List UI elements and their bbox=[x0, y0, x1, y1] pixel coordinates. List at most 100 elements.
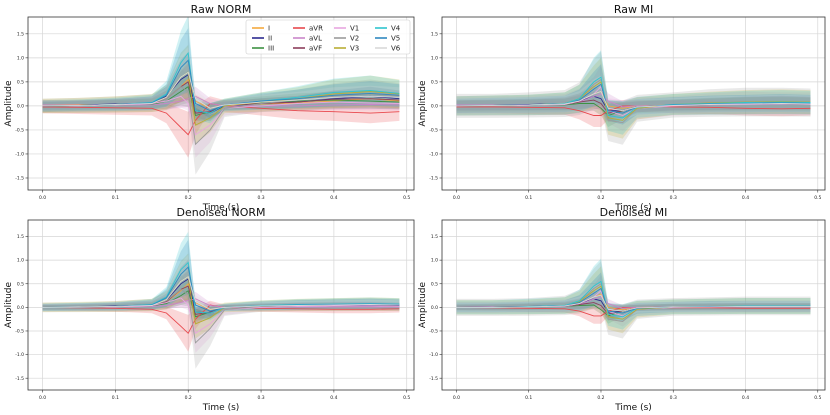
x-axis-label: Time (s) bbox=[614, 403, 652, 413]
x-axis-label: Time (s) bbox=[614, 203, 652, 213]
line-V6 bbox=[456, 294, 811, 312]
y-tick-label: 0.5 bbox=[431, 281, 438, 287]
legend-label-II: II bbox=[268, 35, 272, 43]
y-tick-label: 0.5 bbox=[431, 79, 438, 85]
x-axis-label: Time (s) bbox=[202, 203, 240, 213]
x-tick-label: 0.0 bbox=[453, 195, 460, 201]
subplot-title: Denoised NORM bbox=[177, 206, 266, 219]
band-I bbox=[42, 59, 400, 114]
series-group bbox=[456, 50, 811, 145]
y-tick-label: -0.5 bbox=[429, 329, 438, 335]
x-tick-label: 0.4 bbox=[742, 395, 749, 401]
band-V4 bbox=[456, 50, 811, 135]
line-V6 bbox=[456, 90, 811, 112]
y-axis-label: Amplitude bbox=[418, 80, 428, 127]
y-tick-label: 1.5 bbox=[17, 31, 24, 37]
subplot-4: 0.0 0.1 0.2 0.3 0.4 0.5 -1.5 -1.0 -0.5 0.0 0.5 1.0 1… bbox=[418, 206, 826, 413]
x-tick-label: 0.3 bbox=[257, 395, 264, 401]
x-tick-label: 0.2 bbox=[185, 395, 192, 401]
band-V3 bbox=[456, 266, 811, 334]
y-tick-label: -0.5 bbox=[15, 128, 24, 134]
legend-box bbox=[245, 19, 411, 55]
axes-frame bbox=[441, 16, 826, 191]
band-V2 bbox=[42, 273, 400, 369]
y-tick-label: 1.5 bbox=[431, 31, 438, 37]
x-tick-label: 0.5 bbox=[814, 395, 821, 401]
y-tick-label: -1.0 bbox=[15, 352, 24, 358]
band-aVF bbox=[42, 63, 400, 122]
x-tick-label: 0.1 bbox=[112, 395, 119, 401]
series-group bbox=[456, 258, 811, 339]
band-I bbox=[42, 267, 400, 313]
x-tick-label: 0.1 bbox=[112, 195, 119, 201]
y-tick-label: -1.0 bbox=[15, 152, 24, 158]
x-tick-label: 0.3 bbox=[257, 195, 264, 201]
y-tick-label: -1.0 bbox=[429, 152, 438, 158]
axes-frame bbox=[441, 219, 826, 391]
axes-frame bbox=[27, 16, 415, 191]
band-V6 bbox=[456, 283, 811, 319]
legend-label-aVR: aVR bbox=[309, 25, 323, 33]
band-aVR bbox=[42, 96, 400, 158]
band-V2 bbox=[456, 51, 811, 145]
y-tick-label: 0.0 bbox=[17, 305, 24, 311]
subplot-title: Denoised MI bbox=[600, 206, 668, 219]
legend-label-V3: V3 bbox=[350, 45, 359, 53]
band-V3 bbox=[456, 57, 811, 139]
y-axis-label: Amplitude bbox=[418, 281, 428, 328]
y-tick-label: -1.5 bbox=[429, 176, 438, 182]
band-V1 bbox=[456, 275, 811, 327]
band-V5 bbox=[456, 64, 811, 125]
y-tick-label: -1.0 bbox=[429, 352, 438, 358]
y-tick-label: 1.0 bbox=[431, 55, 438, 61]
subplot-2: 0.0 0.1 0.2 0.3 0.4 0.5 -1.5 -1.0 -0.5 0.0 0.5 1.0 1… bbox=[418, 3, 826, 213]
line-aVR bbox=[42, 304, 400, 335]
x-tick-label: 0.2 bbox=[185, 195, 192, 201]
band-V1 bbox=[456, 65, 811, 131]
x-tick-label: 0.5 bbox=[814, 195, 821, 201]
axes-frame bbox=[27, 219, 415, 391]
x-tick-label: 0.2 bbox=[597, 195, 604, 201]
band-aVR bbox=[456, 304, 811, 324]
band-V2 bbox=[456, 261, 811, 339]
series-group bbox=[42, 17, 400, 175]
y-tick-label: 1.0 bbox=[17, 55, 24, 61]
x-tick-label: 0.5 bbox=[403, 195, 410, 201]
y-tick-label: 0.5 bbox=[17, 281, 24, 287]
legend-label-V1: V1 bbox=[350, 25, 359, 33]
x-tick-label: 0.4 bbox=[330, 195, 337, 201]
legend-label-V4: V4 bbox=[391, 25, 401, 33]
band-II bbox=[456, 290, 811, 318]
y-axis-label: Amplitude bbox=[4, 80, 14, 127]
x-tick-label: 0.5 bbox=[403, 395, 410, 401]
y-tick-label: 0.0 bbox=[431, 305, 438, 311]
subplot-title: Raw MI bbox=[614, 3, 653, 16]
band-aVL bbox=[456, 288, 811, 312]
band-V2 bbox=[42, 67, 400, 175]
x-axis-label: Time (s) bbox=[202, 403, 240, 413]
line-aVL bbox=[42, 95, 400, 107]
x-tick-label: 0.3 bbox=[670, 395, 677, 401]
y-axis-label: Amplitude bbox=[4, 281, 14, 328]
series-group bbox=[42, 231, 400, 369]
x-tick-label: 0.3 bbox=[670, 195, 677, 201]
x-tick-label: 0.0 bbox=[39, 195, 46, 201]
subplot-title: Raw NORM bbox=[191, 3, 252, 16]
line-aVR bbox=[42, 103, 400, 136]
y-tick-label: -1.5 bbox=[15, 176, 24, 182]
subplot-3: 0.0 0.1 0.2 0.3 0.4 0.5 -1.5 -1.0 -0.5 0.0 0.5 1.0 1… bbox=[4, 206, 415, 413]
y-tick-label: 1.0 bbox=[17, 258, 24, 264]
band-V6 bbox=[456, 75, 811, 121]
x-tick-label: 0.4 bbox=[742, 195, 749, 201]
y-tick-label: 0.0 bbox=[17, 104, 24, 110]
legend-label-III: III bbox=[268, 45, 274, 53]
x-tick-label: 0.0 bbox=[453, 395, 460, 401]
band-aVF bbox=[456, 91, 811, 123]
x-tick-label: 0.4 bbox=[330, 395, 337, 401]
legend-label-aVL: aVL bbox=[309, 35, 322, 43]
legend-label-I: I bbox=[268, 25, 270, 33]
band-II bbox=[456, 85, 811, 119]
plot-area bbox=[442, 220, 825, 390]
x-tick-label: 0.2 bbox=[597, 395, 604, 401]
y-tick-label: -1.5 bbox=[15, 376, 24, 382]
